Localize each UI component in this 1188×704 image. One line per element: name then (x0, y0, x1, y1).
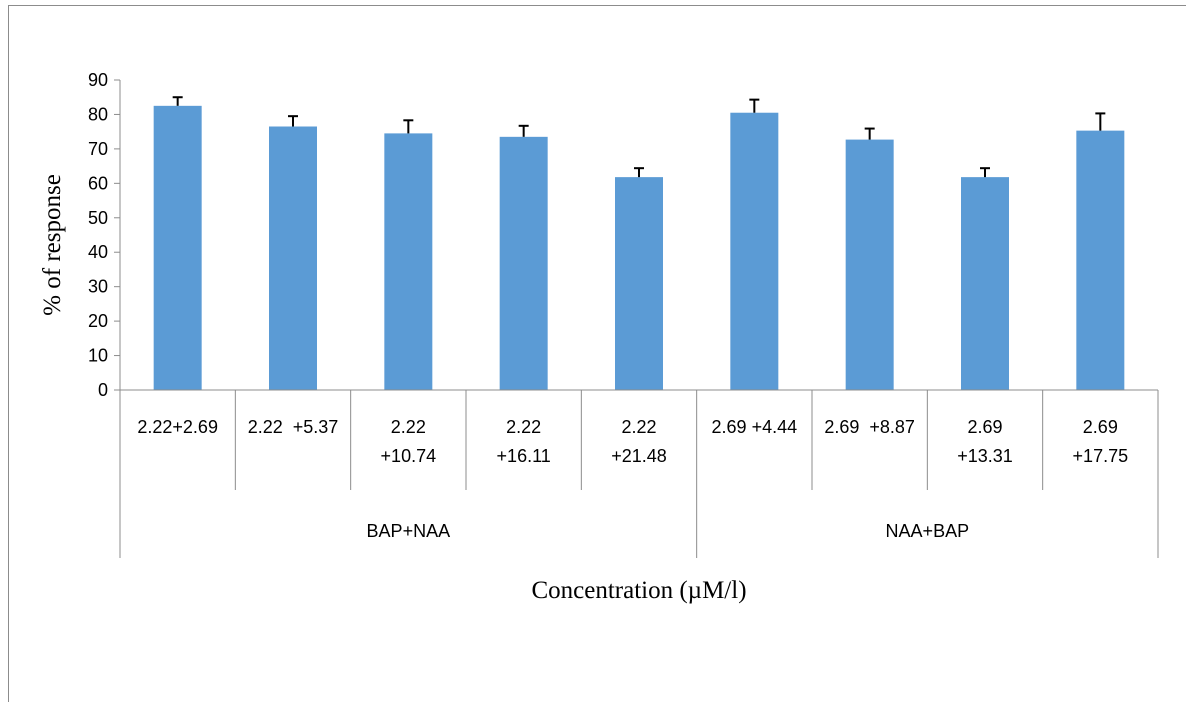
y-tick-label: 30 (88, 277, 108, 297)
y-tick-label: 20 (88, 311, 108, 331)
bars (153, 105, 1125, 390)
bar (1076, 130, 1125, 390)
x-tick-label: 2.69 +8.87 (824, 417, 915, 437)
bar (615, 177, 663, 390)
y-tick-label: 70 (88, 139, 108, 159)
y-axis-title: % of response (39, 174, 66, 316)
x-tick-label: 2.22 (621, 417, 656, 437)
x-tick-label: +21.48 (611, 446, 667, 466)
group-label: BAP+NAA (367, 521, 451, 541)
bar (269, 126, 317, 390)
bar (961, 177, 1009, 390)
x-axis-title: Concentration (µM/l) (531, 577, 746, 604)
x-axis: 2.22+2.69 2.22 +5.37 2.22 +10.74 2.22 +16.11 2… (119, 389, 1159, 558)
x-tick-label: 2.69 (967, 417, 1002, 437)
y-tick-label: 10 (88, 346, 108, 366)
bar (845, 139, 894, 390)
bar (153, 105, 202, 390)
x-tick-label: 2.22 +5.37 (248, 417, 339, 437)
y-tick-label: 0 (98, 380, 108, 400)
bar (499, 136, 548, 390)
x-tick-label: +17.75 (1073, 446, 1129, 466)
x-tick-label: 2.22 (506, 417, 541, 437)
error-bars (172, 96, 1106, 178)
y-tick-label: 80 (88, 104, 108, 124)
y-tick-label: 90 (88, 70, 108, 90)
x-tick-label: +16.11 (497, 446, 551, 466)
y-tick-label: 60 (88, 173, 108, 193)
x-tick-label: 2.69 +4.44 (712, 417, 798, 437)
y-tick-label: 50 (88, 208, 108, 228)
y-tick-label: 40 (88, 242, 108, 262)
x-tick-label: 2.69 (1083, 417, 1118, 437)
x-tick-label: 2.22 (391, 417, 426, 437)
x-tick-label: 2.22+2.69 (137, 417, 218, 437)
x-tick-label: +13.31 (957, 446, 1013, 466)
bar (730, 112, 779, 390)
y-axis: 0 10 20 30 40 50 60 70 80 90 (88, 70, 121, 400)
x-tick-label: +10.74 (381, 446, 437, 466)
bar (384, 133, 433, 390)
group-label: NAA+BAP (886, 521, 970, 541)
chart-frame (8, 5, 1186, 702)
